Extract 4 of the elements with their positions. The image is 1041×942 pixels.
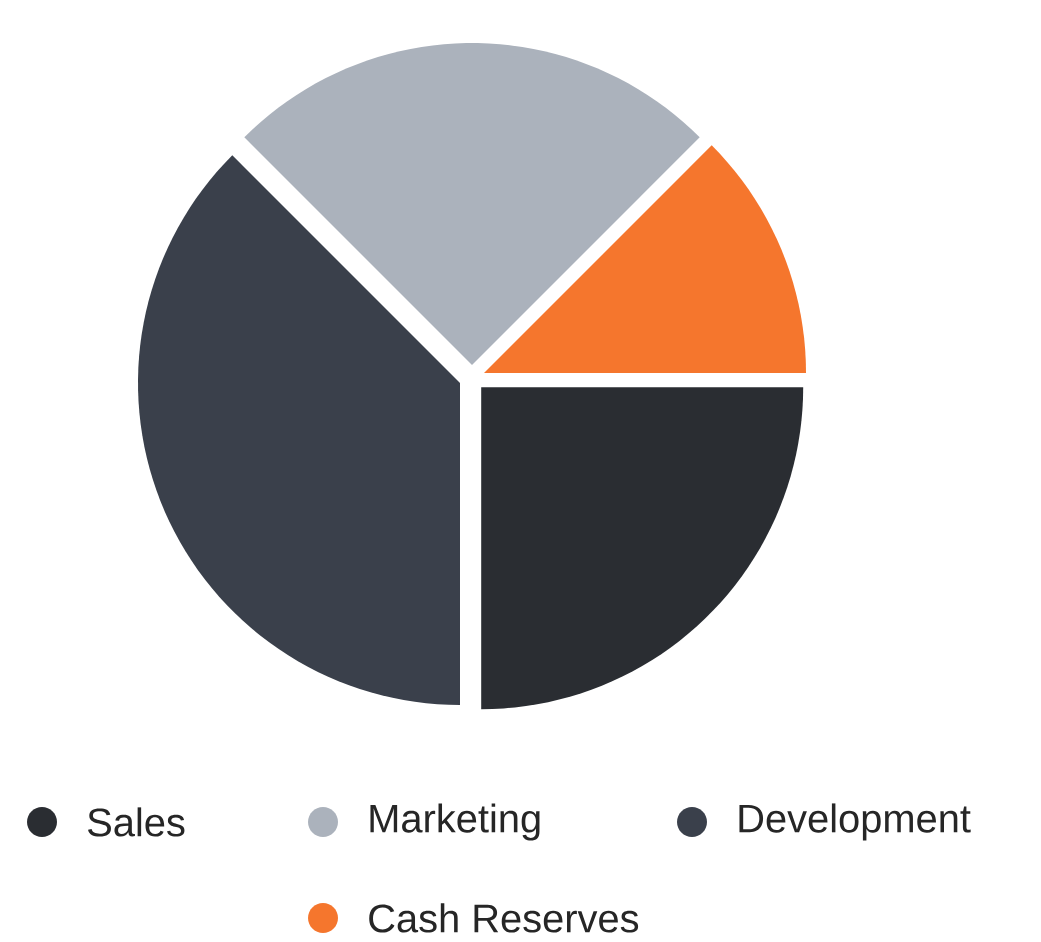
legend-label: Development — [739, 803, 971, 841]
legend-label: Sales — [88, 807, 185, 837]
legend-label: Marketing — [370, 803, 540, 841]
legend-label: Cash Reserves — [369, 903, 639, 933]
